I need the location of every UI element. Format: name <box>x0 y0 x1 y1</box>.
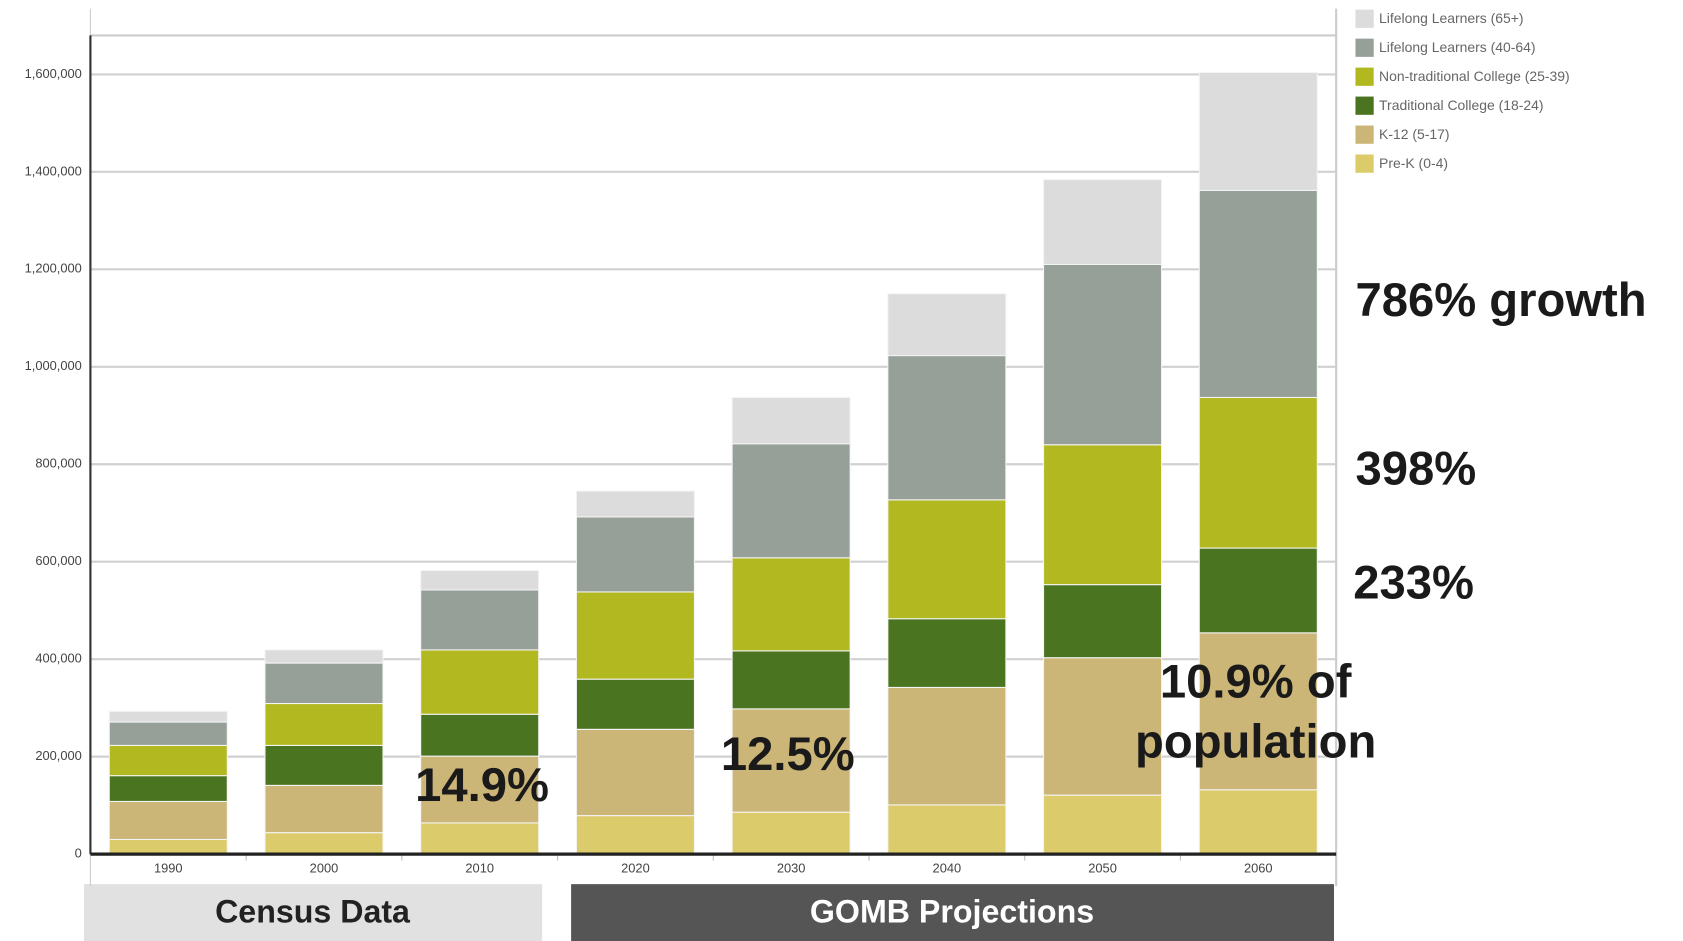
bar-segment <box>264 744 384 786</box>
x-tick-label: 2060 <box>1244 861 1273 876</box>
bar-segment <box>420 713 540 757</box>
bar-segment <box>1198 789 1318 855</box>
bar-segment <box>731 396 851 445</box>
bar-segment <box>420 822 540 855</box>
bar-segment <box>1043 263 1163 446</box>
bar-segment <box>731 650 851 710</box>
bar-segment <box>887 355 1007 501</box>
bar-segment <box>887 618 1007 688</box>
bar-segment <box>1198 547 1318 634</box>
legend-label: Pre-K (0-4) <box>1379 155 1448 171</box>
bar-segment <box>575 728 695 817</box>
legend-label: Lifelong Learners (40-64) <box>1379 39 1536 55</box>
bar-segment <box>264 832 384 855</box>
bar-segment <box>264 649 384 664</box>
bar-segment <box>420 569 540 591</box>
bar-segment <box>1043 794 1163 855</box>
period-label: GOMB Projections <box>810 894 1094 930</box>
bar-segment <box>731 811 851 855</box>
bar-segment <box>887 804 1007 855</box>
bar-segment <box>108 744 228 777</box>
bar-segment <box>887 686 1007 806</box>
bar-segment <box>420 649 540 715</box>
period-label: Census Data <box>215 894 411 930</box>
y-tick-label: 800,000 <box>35 456 81 471</box>
bar-segment <box>575 815 695 855</box>
bar-segment <box>575 678 695 730</box>
bar-segment <box>108 721 228 746</box>
legend-swatch <box>1355 96 1374 115</box>
legend-swatch <box>1355 9 1374 28</box>
y-tick-label: 600,000 <box>35 553 81 568</box>
bar-segment <box>108 838 228 855</box>
bar-segment <box>1198 71 1318 191</box>
bar-segment <box>1043 179 1163 265</box>
bar-segment <box>731 443 851 559</box>
x-tick-label: 2030 <box>777 861 806 876</box>
x-tick-label: 1990 <box>154 861 183 876</box>
legend-swatch <box>1355 154 1374 173</box>
bar-segment <box>575 490 695 518</box>
annotation: 233% <box>1353 556 1474 609</box>
census-band <box>83 884 543 941</box>
legend-label: Traditional College (18-24) <box>1379 97 1544 113</box>
x-tick-label: 2010 <box>465 861 494 876</box>
bar-segment <box>1043 584 1163 659</box>
bar-segment <box>264 662 384 705</box>
bar-segment <box>1198 396 1318 549</box>
legend-label: Non-traditional College (25-39) <box>1379 68 1570 84</box>
bar-segment <box>264 784 384 834</box>
projection-band <box>571 884 1334 941</box>
y-tick-label: 1,400,000 <box>25 163 82 178</box>
legend-swatch <box>1355 125 1374 144</box>
y-tick-label: 0 <box>75 845 82 860</box>
bar-segment <box>108 800 228 841</box>
annotation: 398% <box>1355 443 1476 496</box>
bar-segment <box>108 710 228 723</box>
legend-swatch <box>1355 67 1374 86</box>
bar-segment <box>1043 657 1163 796</box>
legend-swatch <box>1355 38 1374 57</box>
bar-segment <box>1043 444 1163 586</box>
y-tick-label: 1,600,000 <box>25 66 82 81</box>
bar-segment <box>887 293 1007 357</box>
annotation: 786% growth <box>1355 274 1646 327</box>
annotation: 10.9% of population <box>1135 655 1377 769</box>
bar-segment <box>887 499 1007 620</box>
bar-segment <box>1198 189 1318 399</box>
bar-segment <box>420 589 540 651</box>
bar-segment <box>731 708 851 813</box>
legend-label: K-12 (5-17) <box>1379 126 1450 142</box>
annotation-box: 10.9% of population <box>1135 655 1377 769</box>
x-tick-label: 2000 <box>310 861 339 876</box>
annotation: 12.5% <box>721 728 855 781</box>
bar-segment <box>575 591 695 680</box>
bar-segment <box>731 557 851 652</box>
y-tick-label: 1,200,000 <box>25 261 82 276</box>
y-tick-label: 1,000,000 <box>25 358 82 373</box>
y-tick-label: 200,000 <box>35 748 81 763</box>
y-tick-label: 400,000 <box>35 651 81 666</box>
annotation: 14.9% <box>415 759 549 812</box>
legend-label: Lifelong Learners (65+) <box>1379 10 1523 26</box>
bar-segment <box>264 702 384 746</box>
bar-segment <box>1198 632 1318 791</box>
x-tick-label: 2020 <box>621 861 650 876</box>
x-tick-label: 2040 <box>933 861 962 876</box>
bar-segment <box>108 775 228 802</box>
bar-segment <box>575 516 695 593</box>
x-tick-label: 2050 <box>1088 861 1117 876</box>
